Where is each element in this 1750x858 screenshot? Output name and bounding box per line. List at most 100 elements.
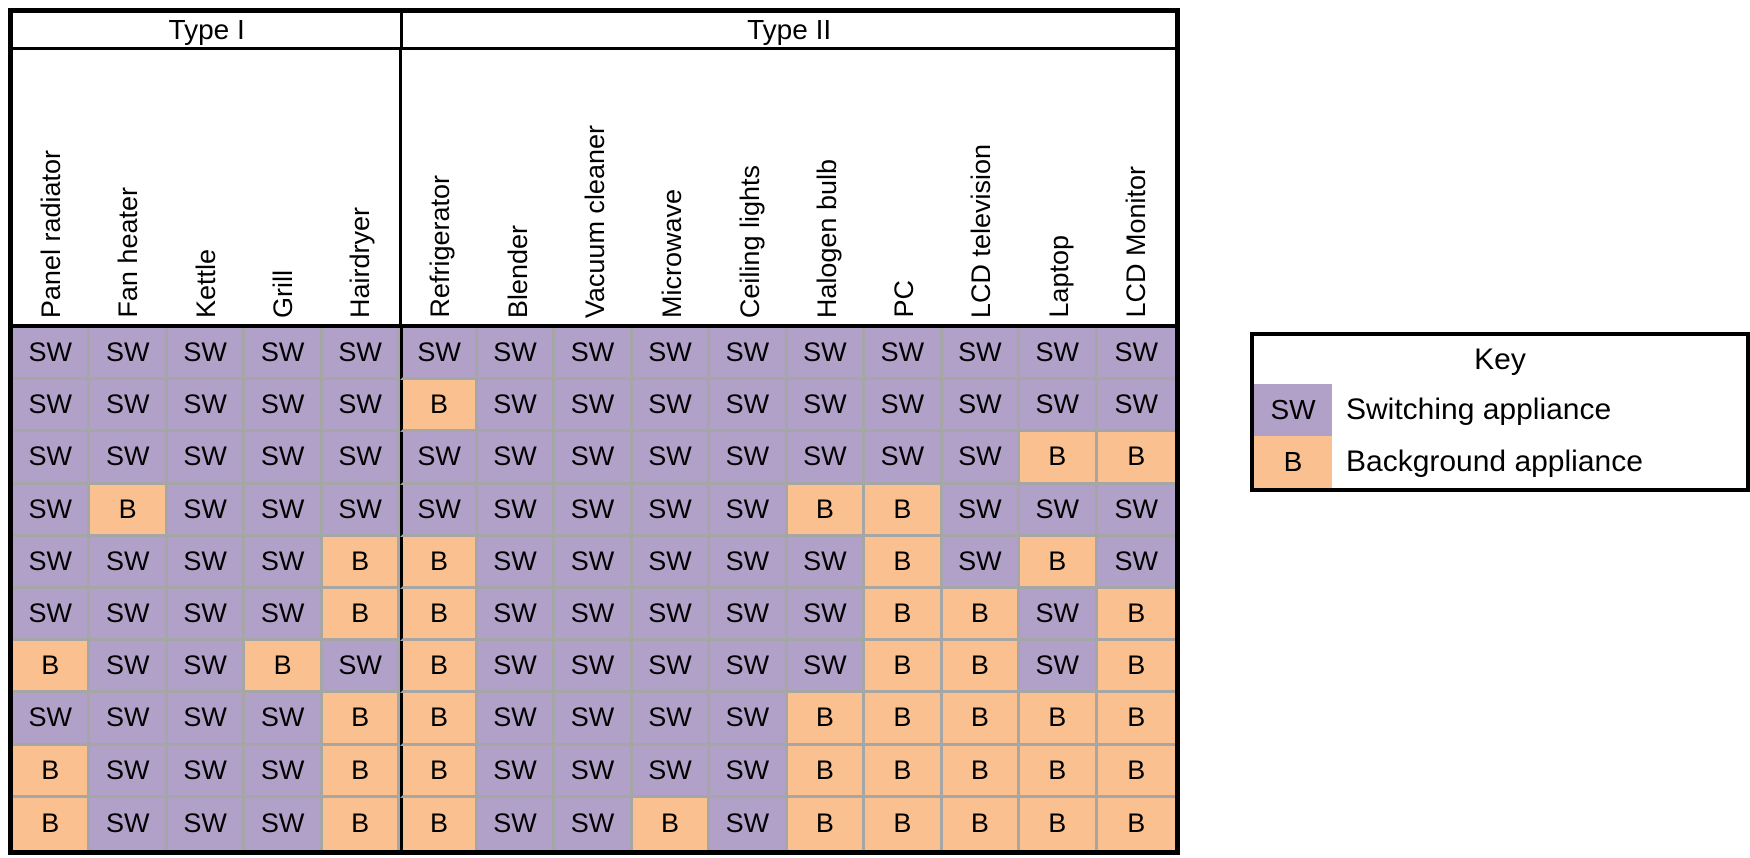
- matrix-cell: SW: [400, 484, 478, 537]
- matrix-cell: SW: [555, 380, 633, 433]
- matrix-cell: SW: [632, 432, 711, 485]
- matrix-cell: B: [787, 484, 866, 537]
- matrix-cell: SW: [90, 380, 168, 433]
- column-label-row: Panel radiator Fan heater Kettle Grill Haird…: [13, 50, 1175, 328]
- matrix-cell: SW: [245, 484, 323, 537]
- matrix-cell: B: [632, 797, 711, 850]
- column-label-fan-heater: Fan heater: [113, 187, 144, 318]
- column-label-cell-lcd-television: LCD television: [943, 50, 1020, 324]
- matrix-cell: B: [1097, 432, 1175, 485]
- matrix-cell: B: [322, 745, 401, 798]
- matrix-cell: B: [787, 797, 866, 850]
- matrix-cell: B: [13, 745, 91, 798]
- matrix-cell: SW: [710, 380, 788, 433]
- matrix-cell: SW: [710, 797, 788, 850]
- matrix-cell: SW: [477, 484, 556, 537]
- matrix-cell: SW: [13, 432, 91, 485]
- matrix-cell: B: [1020, 432, 1098, 485]
- matrix-cell: SW: [710, 484, 788, 537]
- column-label-lcd-monitor: LCD Monitor: [1120, 166, 1151, 318]
- matrix-cell: B: [1097, 797, 1175, 850]
- column-label-refrigerator: Refrigerator: [425, 175, 456, 318]
- matrix-cell: B: [942, 745, 1021, 798]
- column-label-panel-radiator: Panel radiator: [36, 149, 67, 318]
- matrix-cell: SW: [865, 380, 943, 433]
- matrix-cell: B: [787, 693, 866, 746]
- matrix-cell: SW: [865, 328, 943, 381]
- column-label-laptop: Laptop: [1043, 235, 1074, 318]
- matrix-cell: SW: [865, 432, 943, 485]
- matrix-cell: SW: [322, 484, 401, 537]
- matrix-cell: B: [322, 693, 401, 746]
- matrix-cell: SW: [477, 745, 556, 798]
- column-label-cell-blender: Blender: [480, 50, 557, 324]
- matrix-cell: B: [942, 641, 1021, 694]
- matrix-cell: SW: [167, 536, 246, 589]
- matrix-cell: SW: [13, 693, 91, 746]
- matrix-cell: SW: [632, 380, 711, 433]
- column-label-cell-hairdryer: Hairdryer: [322, 50, 399, 324]
- matrix-cell: SW: [245, 589, 323, 642]
- matrix-cell: SW: [787, 536, 866, 589]
- column-label-lcd-television: LCD television: [966, 143, 997, 318]
- matrix-cell: SW: [632, 693, 711, 746]
- matrix-cell: SW: [477, 328, 556, 381]
- matrix-cell: B: [865, 641, 943, 694]
- matrix-cell: SW: [1020, 484, 1098, 537]
- column-label-cell-halogen-bulb: Halogen bulb: [789, 50, 866, 324]
- matrix-cell: B: [865, 589, 943, 642]
- legend-key-box: Key SW Switching appliance B Background app…: [1250, 332, 1750, 492]
- matrix-cell: B: [400, 380, 478, 433]
- matrix-cell: SW: [1097, 484, 1175, 537]
- matrix-cell: SW: [90, 589, 168, 642]
- column-label-grill: Grill: [267, 270, 298, 318]
- matrix-cell: SW: [555, 693, 633, 746]
- matrix-cell: SW: [710, 745, 788, 798]
- column-label-cell-fan-heater: Fan heater: [90, 50, 167, 324]
- matrix-cell: SW: [167, 693, 246, 746]
- matrix-cell: SW: [167, 589, 246, 642]
- matrix-cell: SW: [13, 484, 91, 537]
- matrix-cell: SW: [632, 536, 711, 589]
- matrix-cell: SW: [477, 797, 556, 850]
- column-label-blender: Blender: [502, 224, 533, 318]
- column-label-cell-refrigerator: Refrigerator: [399, 50, 479, 324]
- matrix-cell: SW: [167, 328, 246, 381]
- matrix-cell: SW: [1097, 536, 1175, 589]
- matrix-cell: SW: [477, 432, 556, 485]
- matrix-cell: B: [1020, 693, 1098, 746]
- matrix-cell: SW: [245, 745, 323, 798]
- matrix-cell: SW: [322, 380, 401, 433]
- matrix-cell: SW: [477, 380, 556, 433]
- column-label-microwave: Microwave: [657, 188, 688, 318]
- matrix-cell: SW: [90, 693, 168, 746]
- matrix-cell: SW: [1097, 328, 1175, 381]
- group-header-type-i: Type I: [168, 14, 245, 45]
- matrix-cell: SW: [13, 380, 91, 433]
- matrix-cell: B: [1020, 797, 1098, 850]
- key-entries: SW Switching appliance B Background applian…: [1254, 384, 1746, 488]
- matrix-cell: SW: [555, 797, 633, 850]
- matrix-cell: SW: [787, 432, 866, 485]
- column-label-halogen-bulb: Halogen bulb: [811, 158, 842, 318]
- key-entry-background-appliance: B Background appliance: [1254, 436, 1746, 488]
- matrix-cell: SW: [632, 589, 711, 642]
- matrix-cell: B: [1097, 745, 1175, 798]
- column-label-pc: PC: [889, 280, 920, 318]
- matrix-cell: B: [400, 745, 478, 798]
- column-label-kettle: Kettle: [190, 248, 221, 318]
- matrix-cell: SW: [322, 641, 401, 694]
- column-label-cell-lcd-monitor: LCD Monitor: [1098, 50, 1175, 324]
- matrix-cell: SW: [167, 745, 246, 798]
- matrix-cell: B: [1097, 693, 1175, 746]
- matrix-cell: SW: [13, 589, 91, 642]
- matrix-cell: SW: [245, 432, 323, 485]
- matrix-cell: SW: [477, 589, 556, 642]
- matrix-cell: SW: [710, 328, 788, 381]
- matrix-cell: SW: [245, 380, 323, 433]
- matrix-cell: SW: [477, 536, 556, 589]
- matrix-cell: SW: [477, 641, 556, 694]
- matrix-cell: SW: [942, 380, 1021, 433]
- matrix-cell: SW: [1020, 380, 1098, 433]
- matrix-cell: B: [245, 641, 323, 694]
